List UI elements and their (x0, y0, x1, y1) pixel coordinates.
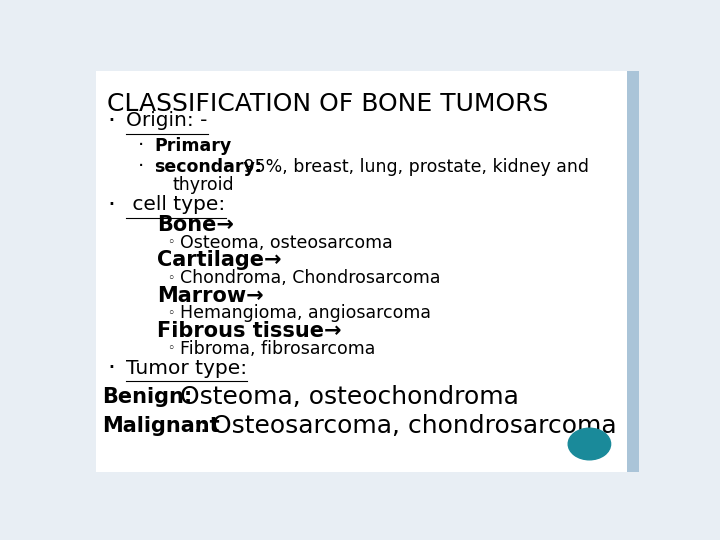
Text: Tumor type:: Tumor type: (126, 359, 248, 378)
Text: Malignant: Malignant (102, 416, 220, 436)
Text: cell type:: cell type: (126, 195, 225, 214)
Text: ·: · (108, 109, 116, 133)
Text: Osteoma, osteosarcoma: Osteoma, osteosarcoma (181, 234, 393, 252)
Text: ·: · (108, 193, 116, 217)
FancyBboxPatch shape (96, 71, 629, 472)
Text: Marrow→: Marrow→ (157, 286, 264, 306)
Text: ◦: ◦ (167, 272, 174, 285)
Text: ·: · (138, 157, 144, 176)
Text: Cartilage→: Cartilage→ (157, 250, 282, 270)
Text: Osteosarcoma, chondrosarcoma: Osteosarcoma, chondrosarcoma (204, 414, 617, 438)
Text: Fibroma, fibrosarcoma: Fibroma, fibrosarcoma (181, 340, 376, 358)
Text: 95%, breast, lung, prostate, kidney and: 95%, breast, lung, prostate, kidney and (238, 158, 589, 176)
Text: ::: :: (194, 416, 207, 436)
FancyBboxPatch shape (627, 71, 639, 472)
Text: Chondroma, Chondrosarcoma: Chondroma, Chondrosarcoma (181, 269, 441, 287)
Text: Hemangioma, angiosarcoma: Hemangioma, angiosarcoma (181, 305, 431, 322)
Circle shape (568, 428, 611, 460)
Text: ◦: ◦ (167, 237, 174, 249)
Text: secondary:: secondary: (154, 158, 262, 176)
Text: Bone→: Bone→ (157, 215, 234, 235)
Text: thyroid: thyroid (173, 177, 234, 194)
Text: Primary: Primary (154, 137, 231, 155)
Text: ◦: ◦ (167, 307, 174, 320)
Text: ·: · (108, 356, 116, 380)
Text: Fibrous tissue→: Fibrous tissue→ (157, 321, 341, 341)
Text: Osteoma, osteochondroma: Osteoma, osteochondroma (172, 386, 519, 409)
Text: Benign:: Benign: (102, 387, 192, 408)
Text: Origin: -: Origin: - (126, 111, 207, 131)
Text: ·: · (138, 137, 144, 156)
Text: CLASSIFICATION OF BONE TUMORS: CLASSIFICATION OF BONE TUMORS (107, 92, 548, 116)
Text: ◦: ◦ (167, 342, 174, 355)
